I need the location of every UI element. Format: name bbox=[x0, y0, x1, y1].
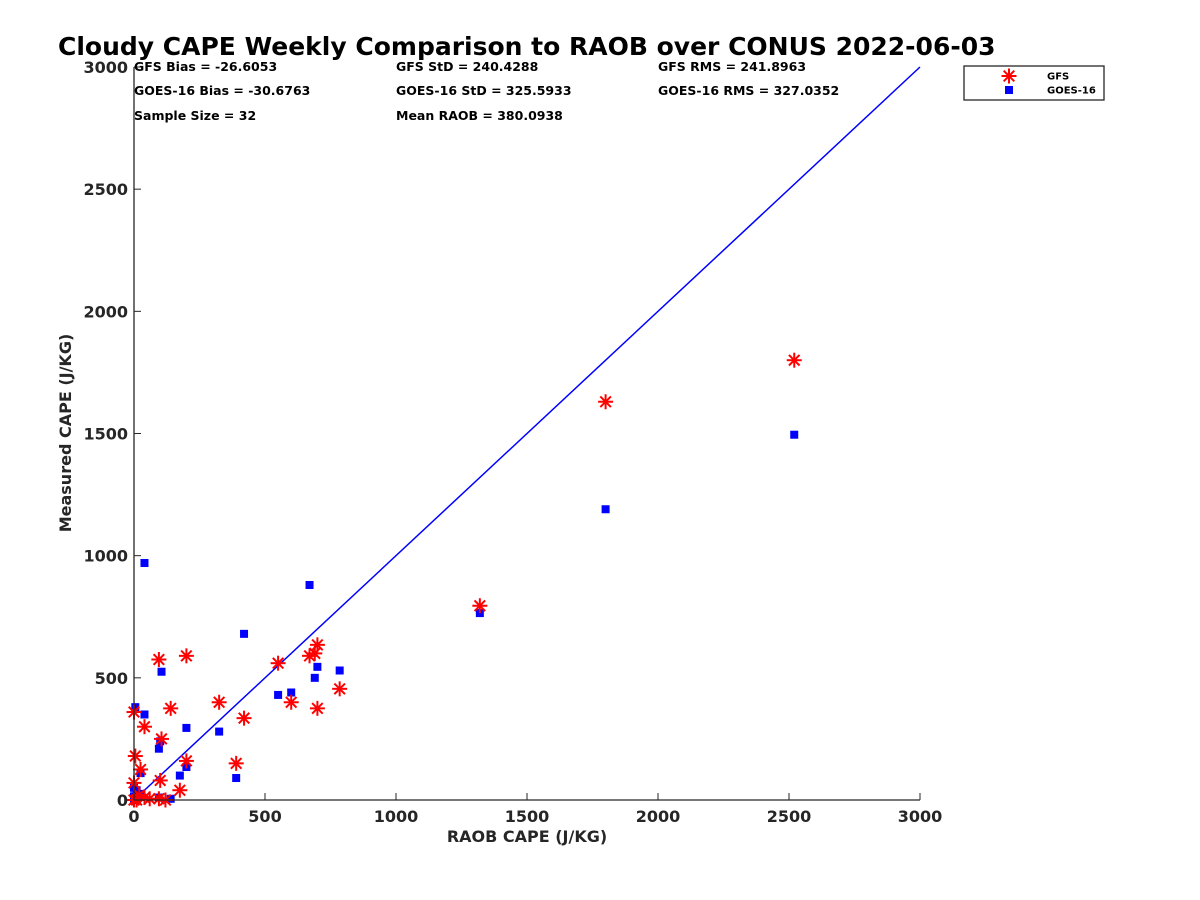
y-tick-label: 500 bbox=[95, 669, 128, 688]
goes16-point bbox=[182, 723, 191, 732]
gfs-point bbox=[270, 655, 286, 671]
gfs-point bbox=[598, 394, 614, 410]
x-tick-label: 0 bbox=[128, 807, 139, 826]
gfs-point bbox=[309, 700, 325, 716]
y-tick-label: 1500 bbox=[83, 425, 128, 444]
gfs-point bbox=[302, 648, 318, 664]
goes16-point bbox=[240, 629, 249, 638]
gfs-point bbox=[332, 681, 348, 697]
gfs-point bbox=[136, 719, 152, 735]
gfs-point bbox=[133, 761, 149, 777]
gfs-point bbox=[472, 598, 488, 614]
x-tick-label: 3000 bbox=[898, 807, 943, 826]
series-goes-16 bbox=[130, 430, 799, 804]
x-tick-label: 2500 bbox=[767, 807, 812, 826]
x-axis-label: RAOB CAPE (J/KG) bbox=[447, 827, 607, 846]
gfs-point bbox=[151, 652, 167, 668]
goes16-point bbox=[140, 558, 149, 567]
one-to-one-line bbox=[133, 66, 921, 801]
goes16-point bbox=[601, 505, 610, 514]
goes16-point bbox=[790, 430, 799, 439]
y-tick-label: 0 bbox=[117, 791, 128, 810]
gfs-point bbox=[127, 748, 143, 764]
gfs-point bbox=[152, 772, 168, 788]
goes16-point bbox=[305, 580, 314, 589]
gfs-point bbox=[154, 731, 170, 747]
legend-label: GOES-16 bbox=[1047, 86, 1096, 97]
gfs-point bbox=[142, 791, 158, 807]
x-tick-label: 500 bbox=[248, 807, 281, 826]
legend-marker-gfs bbox=[1001, 68, 1017, 84]
stat-text: Mean RAOB = 380.0938 bbox=[396, 108, 563, 123]
stats-annotations: GFS Bias = -26.6053 GFS StD = 240.4288 GFS… bbox=[134, 59, 839, 123]
gfs-point bbox=[228, 755, 244, 771]
y-tick-label: 1000 bbox=[83, 547, 128, 566]
plot-area bbox=[126, 66, 921, 808]
goes16-point bbox=[154, 744, 163, 753]
series-gfs bbox=[126, 352, 802, 808]
gfs-point bbox=[178, 753, 194, 769]
legend-box bbox=[963, 65, 1105, 101]
gfs-point bbox=[283, 694, 299, 710]
stat-text: GFS StD = 240.4288 bbox=[396, 59, 538, 74]
y-tick-label: 2000 bbox=[83, 302, 128, 321]
stat-text: GOES-16 StD = 325.5933 bbox=[396, 83, 572, 98]
x-tick-label: 1500 bbox=[505, 807, 550, 826]
gfs-point bbox=[211, 694, 227, 710]
stat-text: GOES-16 Bias = -30.6763 bbox=[134, 83, 310, 98]
goes16-point bbox=[140, 710, 149, 719]
stat-text: GFS Bias = -26.6053 bbox=[134, 59, 277, 74]
gfs-point bbox=[163, 700, 179, 716]
goes16-point bbox=[310, 673, 319, 682]
stat-text: GFS RMS = 241.8963 bbox=[658, 59, 806, 74]
x-tick-label: 2000 bbox=[636, 807, 681, 826]
goes16-point bbox=[215, 727, 224, 736]
gfs-point bbox=[172, 782, 188, 798]
goes16-point bbox=[313, 662, 322, 671]
gfs-point bbox=[178, 648, 194, 664]
legend: GFS GOES-16 bbox=[963, 65, 1105, 101]
stat-text: GOES-16 RMS = 327.0352 bbox=[658, 83, 839, 98]
goes16-point bbox=[232, 774, 241, 783]
goes16-point bbox=[157, 667, 166, 676]
legend-label: GFS bbox=[1047, 72, 1069, 83]
y-axis-label: Measured CAPE (J/KG) bbox=[56, 334, 75, 533]
chart-title: Cloudy CAPE Weekly Comparison to RAOB ov… bbox=[58, 32, 996, 61]
y-axis: 0 500 1000 1500 2000 2500 3000 bbox=[83, 58, 141, 810]
x-axis: 0 500 1000 1500 2000 2500 3000 bbox=[128, 793, 942, 826]
goes16-point bbox=[287, 688, 296, 697]
goes16-point bbox=[274, 690, 283, 699]
x-tick-label: 1000 bbox=[374, 807, 419, 826]
gfs-point bbox=[786, 352, 802, 368]
goes16-point bbox=[175, 771, 184, 780]
stat-text: Sample Size = 32 bbox=[134, 108, 256, 123]
gfs-point bbox=[236, 710, 252, 726]
goes16-point bbox=[166, 794, 175, 803]
goes16-point bbox=[131, 703, 140, 712]
y-tick-label: 3000 bbox=[83, 58, 128, 77]
legend-marker-goes-16 bbox=[1005, 86, 1013, 94]
goes16-point bbox=[335, 666, 344, 675]
y-tick-label: 2500 bbox=[83, 180, 128, 199]
